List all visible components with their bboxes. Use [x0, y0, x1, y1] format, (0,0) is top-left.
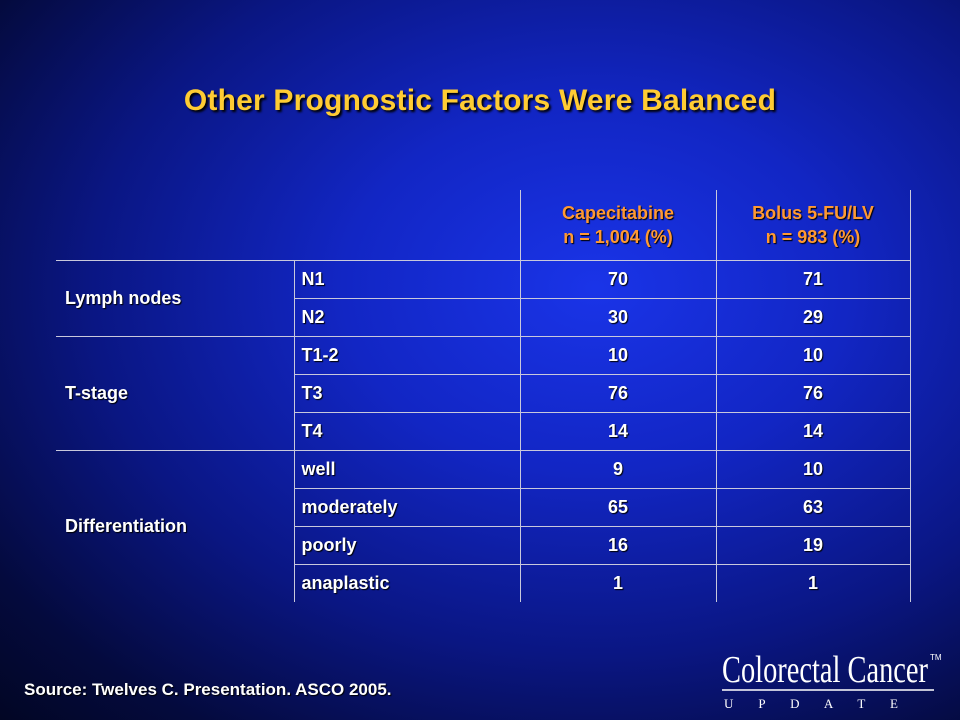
header-capecitabine-name: Capecitabine: [561, 203, 675, 223]
header-empty-cell-2: [294, 190, 520, 261]
bolus-value: 14: [715, 412, 911, 451]
header-empty-cell-1: [56, 190, 294, 261]
header-capecitabine: Capecitabine n = 1,004 (%): [519, 190, 716, 261]
bolus-value: 71: [715, 260, 911, 299]
table-row: T-stage T1-2 10 10: [56, 336, 911, 451]
capecitabine-value: 30: [519, 298, 716, 337]
capecitabine-value: 76: [519, 374, 716, 413]
row-label: well: [293, 450, 520, 489]
table-row: poorly 16 19: [56, 526, 911, 565]
logo-trademark: TM: [930, 653, 942, 662]
row-label: moderately: [293, 488, 520, 527]
slide-title: Other Prognostic Factors Were Balanced: [183, 84, 777, 117]
table-row: moderately 65 63: [56, 488, 911, 527]
row-label: N1: [293, 260, 520, 299]
capecitabine-value: 65: [519, 488, 716, 527]
table-row: Differentiation well 9 10: [56, 450, 911, 602]
group-label-lymph-nodes: Lymph nodes: [56, 260, 294, 337]
capecitabine-value: 10: [519, 336, 716, 375]
bolus-value: 1: [715, 564, 911, 602]
table-row: T3 76 76: [56, 374, 911, 413]
table-row: N2 30 29: [56, 298, 911, 337]
logo-subtitle: U P D A T E: [724, 696, 898, 711]
bolus-value: 29: [715, 298, 911, 337]
table-row: Lymph nodes N1 70 71: [56, 260, 911, 337]
bolus-value: 10: [715, 450, 911, 489]
capecitabine-value: 9: [519, 450, 716, 489]
group-label-differentiation: Differentiation: [56, 450, 294, 602]
table-row: anaplastic 1 1: [56, 564, 911, 602]
row-label: poorly: [293, 526, 520, 565]
table-row: T4 14 14: [56, 412, 911, 451]
bolus-value: 63: [715, 488, 911, 527]
header-bolus: Bolus 5-FU/LV n = 983 (%): [715, 190, 911, 261]
prognostic-factors-table: Capecitabine n = 1,004 (%) Bolus 5-FU/LV…: [56, 190, 911, 602]
bolus-value: 19: [715, 526, 911, 565]
row-label: anaplastic: [293, 564, 520, 602]
group-label-t-stage: T-stage: [56, 336, 294, 451]
row-label: T3: [293, 374, 520, 413]
row-label: T4: [293, 412, 520, 451]
header-bolus-n: n = 983 (%): [765, 227, 861, 247]
header-capecitabine-n: n = 1,004 (%): [563, 227, 673, 247]
capecitabine-value: 70: [519, 260, 716, 299]
header-bolus-name: Bolus 5-FU/LV: [752, 203, 874, 223]
logo-title: Colorectal Cancer: [722, 649, 928, 691]
colorectal-cancer-update-logo: Colorectal Cancer TM U P D A T E: [722, 649, 942, 711]
table-header-row: Capecitabine n = 1,004 (%) Bolus 5-FU/LV…: [56, 190, 911, 261]
capecitabine-value: 16: [519, 526, 716, 565]
capecitabine-value: 1: [519, 564, 716, 602]
bolus-value: 10: [715, 336, 911, 375]
bolus-value: 76: [715, 374, 911, 413]
capecitabine-value: 14: [519, 412, 716, 451]
source-citation: Source: Twelves C. Presentation. ASCO 20…: [24, 680, 392, 699]
row-label: T1-2: [293, 336, 520, 375]
row-label: N2: [293, 298, 520, 337]
